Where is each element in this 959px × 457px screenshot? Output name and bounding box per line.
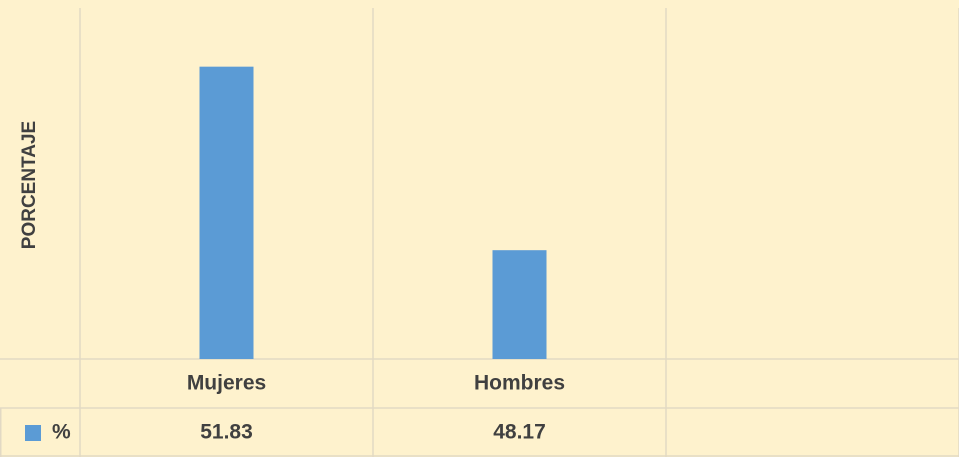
y-axis-label: PORCENTAJE [19, 121, 40, 249]
bar [199, 66, 254, 359]
legend-swatch [25, 425, 41, 441]
x-tick-label: Hombres [474, 372, 565, 395]
table-value: 48.17 [493, 421, 546, 444]
table-value: 51.83 [200, 421, 253, 444]
legend-label: % [52, 421, 71, 444]
x-tick-label: Mujeres [187, 372, 266, 395]
bar [492, 250, 547, 359]
